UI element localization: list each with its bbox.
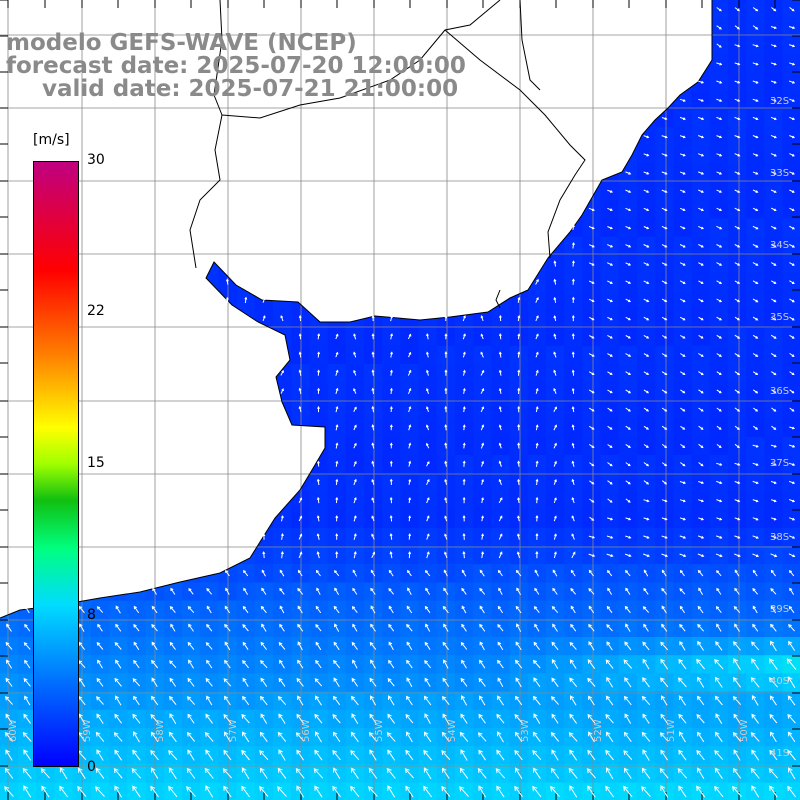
lat-label-33s: 33S [770, 168, 790, 179]
lat-label-38s: 38S [770, 532, 790, 543]
colorbar-tick-8: 8 [87, 607, 96, 623]
lon-label-58w: 58W [155, 719, 166, 742]
lon-label-57w: 57W [228, 719, 239, 742]
colorbar-unit: [m/s] [33, 132, 70, 148]
colorbar [33, 161, 79, 767]
lon-label-51w: 51W [666, 719, 677, 742]
lat-label-39s: 39S [770, 604, 790, 615]
colorbar-tick-0: 0 [87, 759, 96, 775]
lon-label-54w: 54W [447, 719, 458, 742]
valid-date: valid date: 2025-07-21 21:00:00 [42, 76, 459, 102]
colorbar-tick-15: 15 [87, 455, 105, 471]
lon-label-56w: 56W [301, 719, 312, 742]
lon-label-59w: 59W [82, 719, 93, 742]
lon-label-53w: 53W [520, 719, 531, 742]
forecast-date: forecast date: 2025-07-20 12:00:00 [6, 53, 466, 79]
lat-label-35s: 35S [770, 312, 790, 323]
lat-label-36s: 36S [770, 386, 790, 397]
lat-label-34s: 34S [770, 240, 790, 251]
lat-label-37s: 37S [770, 458, 790, 469]
lat-label-32s: 32S [770, 96, 790, 107]
lon-label-52w: 52W [593, 719, 604, 742]
coastline [0, 0, 713, 619]
lon-label-50w: 50W [739, 719, 750, 742]
lat-label-41s: 41S [770, 748, 790, 759]
lat-label-40s: 40S [770, 676, 790, 687]
model-title: modelo GEFS-WAVE (NCEP) [6, 30, 357, 56]
colorbar-tick-30: 30 [87, 152, 105, 168]
lon-label-60w: 60W [8, 719, 19, 742]
colorbar-tick-22: 22 [87, 303, 105, 319]
wind-vectors [4, 7, 797, 798]
lon-label-55w: 55W [374, 719, 385, 742]
